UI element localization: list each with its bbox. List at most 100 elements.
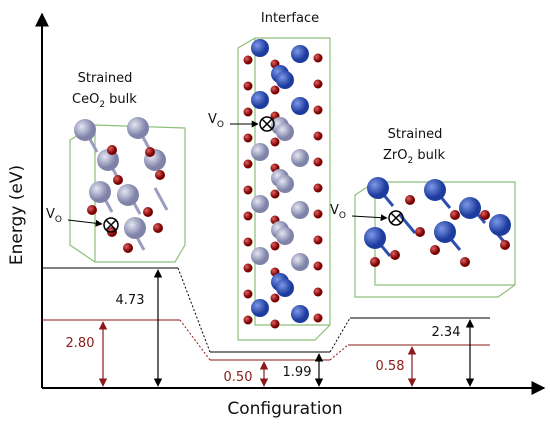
atom [244, 186, 253, 195]
atom [460, 257, 470, 267]
atom [314, 184, 323, 193]
atom [291, 97, 309, 115]
atom [244, 290, 253, 299]
atom [430, 245, 440, 255]
energy-diagram: Energy (eV) Configuration Strained CeO2 … [0, 0, 550, 423]
atom [314, 132, 323, 141]
energy-label: 1.99 [283, 365, 312, 380]
atom [314, 106, 323, 115]
atom [276, 279, 294, 297]
atom [244, 238, 253, 247]
atom [244, 108, 253, 117]
atom [415, 227, 425, 237]
atom [370, 257, 380, 267]
atom [291, 45, 309, 63]
atom [127, 117, 149, 139]
atom [480, 210, 490, 220]
atom [155, 170, 165, 180]
atom [434, 221, 456, 243]
atom [244, 264, 253, 273]
structure-label: Strained [388, 127, 443, 142]
energy-label: 2.80 [66, 336, 95, 351]
energy-label: 4.73 [116, 293, 145, 308]
structure-label: ZrO2 bulk [383, 148, 445, 166]
atom [276, 123, 294, 141]
atom [145, 147, 155, 157]
atom [314, 288, 323, 297]
structure-label: CeO2 bulk [72, 92, 137, 110]
v: V [46, 207, 55, 222]
atom [89, 181, 111, 203]
atom [124, 217, 146, 239]
x-axis-label: Configuration [227, 399, 342, 419]
atom [314, 210, 323, 219]
atom [424, 179, 446, 201]
atom [251, 299, 269, 317]
formula-rest: bulk [105, 92, 137, 107]
atom [87, 205, 97, 215]
atom [271, 320, 280, 329]
structure-label: Strained [78, 71, 133, 86]
atom [271, 138, 280, 147]
vacancy-label: VO [330, 203, 346, 221]
atom [251, 195, 269, 213]
atom [271, 242, 280, 251]
atom [117, 184, 139, 206]
atom [244, 82, 253, 91]
atom [291, 201, 309, 219]
atom [291, 305, 309, 323]
atom [450, 210, 460, 220]
atom [314, 54, 323, 63]
energy-label: 0.58 [376, 359, 405, 374]
atom [244, 160, 253, 169]
atom [314, 158, 323, 167]
atom [271, 190, 280, 199]
atom [489, 214, 511, 236]
v: V [208, 112, 217, 127]
atom [314, 314, 323, 323]
atom [244, 212, 253, 221]
atom [123, 243, 133, 253]
atom [405, 195, 415, 205]
atom [390, 250, 400, 260]
atom [251, 91, 269, 109]
atom [244, 134, 253, 143]
atom [459, 197, 481, 219]
formula-rest: bulk [413, 148, 445, 163]
formula: ZrO [383, 148, 407, 163]
atom [271, 294, 280, 303]
atom [153, 223, 163, 233]
atom [314, 80, 323, 89]
energy-label: 2.34 [432, 325, 461, 340]
vacancy-label: VO [46, 207, 62, 225]
atom [271, 86, 280, 95]
atom [276, 71, 294, 89]
atom [244, 56, 253, 65]
atom [251, 39, 269, 57]
formula: CeO [72, 92, 99, 107]
atom [244, 316, 253, 325]
atom [113, 175, 123, 185]
v: V [330, 203, 339, 218]
v-sub: O [217, 120, 224, 130]
atom [251, 143, 269, 161]
y-axis-label: Energy (eV) [7, 165, 27, 265]
energy-label: 0.50 [224, 370, 253, 385]
atom [367, 177, 389, 199]
v-sub: O [55, 215, 62, 225]
atom [251, 247, 269, 265]
atom [74, 119, 96, 141]
atom [276, 175, 294, 193]
atom [314, 236, 323, 245]
atom [107, 145, 117, 155]
atom [291, 149, 309, 167]
v-sub: O [339, 211, 346, 221]
atom [276, 227, 294, 245]
atom [314, 262, 323, 271]
atom [364, 227, 386, 249]
structure-label: Interface [261, 11, 319, 26]
atom [291, 253, 309, 271]
bond [155, 188, 167, 210]
vacancy-markers: VO VO VO [46, 112, 403, 232]
atom [143, 207, 153, 217]
